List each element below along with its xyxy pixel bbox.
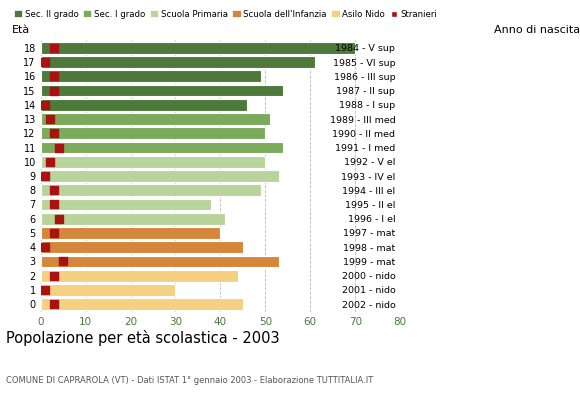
- Bar: [41, 284, 175, 296]
- Point: [59, 258, 68, 265]
- Point: [49, 201, 59, 208]
- Bar: [41, 85, 284, 96]
- Bar: [41, 99, 247, 111]
- Point: [41, 102, 50, 108]
- Bar: [41, 213, 225, 224]
- Point: [49, 187, 59, 194]
- Point: [41, 244, 50, 250]
- Bar: [41, 56, 315, 68]
- Bar: [41, 227, 220, 239]
- Point: [49, 230, 59, 236]
- Bar: [41, 199, 211, 210]
- Text: COMUNE DI CAPRAROLA (VT) - Dati ISTAT 1° gennaio 2003 - Elaborazione TUTTITALIA.: COMUNE DI CAPRAROLA (VT) - Dati ISTAT 1°…: [6, 376, 373, 385]
- Bar: [41, 113, 270, 125]
- Point: [49, 130, 59, 136]
- Point: [49, 45, 59, 51]
- Bar: [41, 70, 261, 82]
- Bar: [41, 142, 284, 153]
- Legend: Sec. II grado, Sec. I grado, Scuola Primaria, Scuola dell'Infanzia, Asilo Nido, : Sec. II grado, Sec. I grado, Scuola Prim…: [10, 6, 441, 22]
- Bar: [41, 156, 266, 168]
- Text: Anno di nascita: Anno di nascita: [494, 24, 580, 34]
- Text: Età: Età: [12, 24, 30, 34]
- Point: [41, 59, 50, 65]
- Point: [41, 287, 50, 293]
- Bar: [41, 42, 355, 54]
- Point: [49, 272, 59, 279]
- Point: [49, 87, 59, 94]
- Point: [49, 301, 59, 307]
- Point: [54, 216, 63, 222]
- Bar: [41, 270, 238, 282]
- Bar: [41, 184, 261, 196]
- Point: [41, 173, 50, 179]
- Bar: [41, 256, 279, 267]
- Point: [54, 144, 63, 151]
- Point: [45, 116, 55, 122]
- Text: Popolazione per età scolastica - 2003: Popolazione per età scolastica - 2003: [6, 330, 280, 346]
- Bar: [41, 298, 243, 310]
- Bar: [41, 170, 279, 182]
- Point: [49, 73, 59, 80]
- Bar: [41, 128, 266, 139]
- Point: [45, 158, 55, 165]
- Bar: [41, 241, 243, 253]
